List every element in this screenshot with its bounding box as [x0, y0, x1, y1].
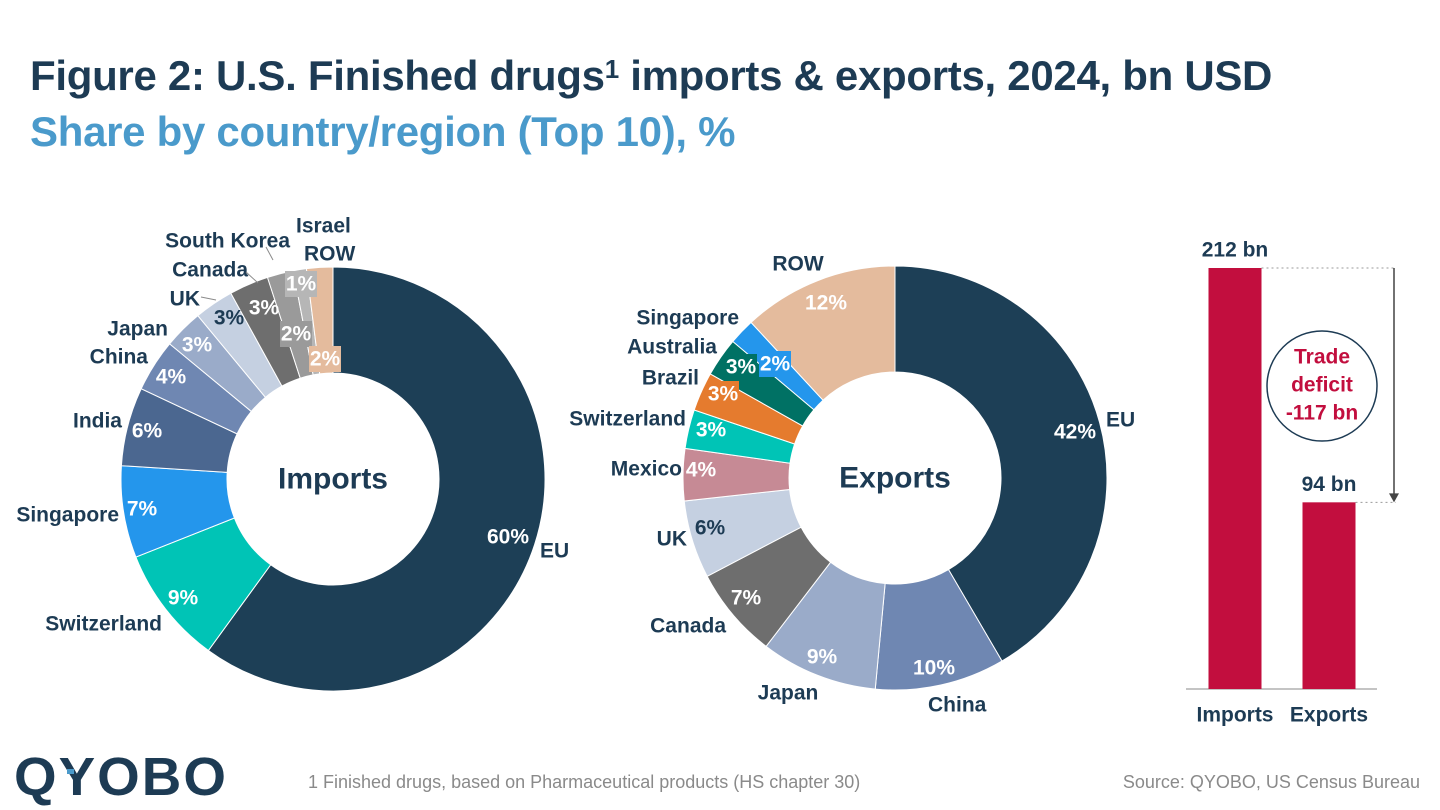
imports-pct-canada: 3% — [249, 297, 280, 320]
imports-label-switzerland: Switzerland — [45, 613, 162, 636]
imports-pct-china: 4% — [156, 366, 187, 389]
exports-slice-eu — [894, 265, 1108, 662]
imports-label-israel: Israel — [296, 215, 351, 238]
exports-pct-australia-bg — [725, 354, 757, 380]
deficit-text-3: -117 bn — [1286, 402, 1358, 425]
deficit-arrow-head — [1389, 493, 1399, 503]
imports-label-canada: Canada — [172, 259, 248, 282]
exports-label-china: China — [928, 694, 987, 717]
imports-pct-uk: 3% — [214, 307, 245, 330]
logo-text: QYOBO — [14, 747, 228, 806]
exports-label-uk: UK — [657, 528, 687, 551]
imports-leader-uk — [200, 296, 217, 301]
imports-label-china: China — [90, 346, 149, 369]
exports-pct-mexico: 4% — [686, 459, 717, 482]
imports-slice-eu — [207, 266, 546, 692]
imports-label-singapore: Singapore — [16, 504, 119, 527]
imports-pct-india: 6% — [132, 420, 163, 443]
exports-pct-singapore: 2% — [760, 353, 791, 376]
imports-leader-south-korea — [265, 246, 274, 261]
exports-pct-australia: 3% — [726, 356, 757, 379]
exports-pct-switzerland: 3% — [696, 419, 727, 442]
exports-pct-eu: 42% — [1054, 421, 1096, 444]
imports-center-label: Imports — [278, 463, 388, 496]
imports-pct-row: 2% — [310, 348, 341, 371]
exports-pct-row: 12% — [805, 292, 847, 315]
bar-category-imports: Imports — [1196, 704, 1273, 727]
imports-label-japan: Japan — [107, 318, 168, 341]
imports-pct-eu: 60% — [487, 526, 529, 549]
footnote: 1 Finished drugs, based on Pharmaceutica… — [308, 772, 861, 792]
imports-donut: 60%9%7%6%4%3%3% 3%2%1%2%EUSwitzerlandSing… — [16, 215, 569, 692]
exports-donut: 42%10%9%7%6%4%3%3%3% 2%12%EUChinaJapanCan… — [569, 253, 1135, 717]
logo-accent — [67, 769, 74, 774]
exports-label-mexico: Mexico — [611, 458, 682, 481]
imports-pct-singapore: 7% — [127, 498, 158, 521]
exports-pct-singapore-bg — [759, 351, 791, 377]
imports-label-eu: EU — [540, 540, 569, 563]
imports-pct-south-korea-bg — [280, 321, 312, 347]
imports-leader-canada — [245, 271, 259, 284]
imports-pct-row-bg — [309, 346, 341, 372]
exports-pct-brazil-bg — [707, 381, 739, 407]
imports-label-uk: UK — [170, 288, 200, 311]
deficit-circle — [1266, 330, 1378, 442]
bar-value-exports: 94 bn — [1302, 473, 1357, 496]
exports-pct-japan: 9% — [807, 646, 838, 669]
exports-pct-china: 10% — [913, 657, 955, 680]
exports-center-label: Exports — [839, 462, 951, 495]
imports-pct-south-korea: 2% — [281, 323, 312, 346]
imports-label-india: India — [73, 410, 122, 433]
imports-label-row: ROW — [304, 243, 356, 266]
trade-bar-chart: 212 bn Imports 94 bn Exports Trade deficit -11… — [1186, 239, 1399, 727]
exports-pct-uk: 6% — [695, 517, 726, 540]
exports-slice-row — [750, 265, 896, 401]
qyobo-logo: QYOBO — [14, 747, 228, 806]
deficit-text-1: Trade — [1294, 346, 1350, 369]
exports-label-canada: Canada — [650, 615, 726, 638]
exports-label-eu: EU — [1106, 409, 1135, 432]
imports-label-south-korea: South Korea — [165, 230, 290, 253]
deficit-text-2: deficit — [1291, 374, 1353, 397]
exports-label-singapore: Singapore — [636, 307, 739, 330]
page-title: Figure 2: U.S. Finished drugs1 imports &… — [30, 52, 1272, 100]
imports-pct-japan: 3% — [182, 334, 213, 357]
bar-value-imports: 212 bn — [1202, 239, 1269, 262]
title-footnote-marker: 1 — [604, 54, 619, 84]
bar-exports — [1302, 502, 1356, 689]
imports-pct-israel-bg — [285, 271, 317, 297]
exports-label-switzerland: Switzerland — [569, 408, 686, 431]
source-note: Source: QYOBO, US Census Bureau — [1122, 772, 1420, 792]
exports-label-row: ROW — [772, 253, 824, 276]
title-main: Figure 2: U.S. Finished drugs — [30, 52, 605, 99]
exports-label-australia: Australia — [627, 336, 717, 359]
bar-imports — [1208, 268, 1262, 689]
exports-pct-brazil: 3% — [708, 383, 739, 406]
page-subtitle: Share by country/region (Top 10), % — [30, 108, 736, 155]
title-rest: imports & exports, 2024, bn USD — [618, 52, 1273, 99]
exports-pct-canada: 7% — [731, 587, 762, 610]
exports-label-brazil: Brazil — [642, 367, 699, 390]
imports-pct-israel: 1% — [286, 273, 317, 296]
bar-category-exports: Exports — [1290, 704, 1368, 727]
exports-label-japan: Japan — [758, 682, 819, 705]
imports-pct-switzerland: 9% — [168, 587, 199, 610]
